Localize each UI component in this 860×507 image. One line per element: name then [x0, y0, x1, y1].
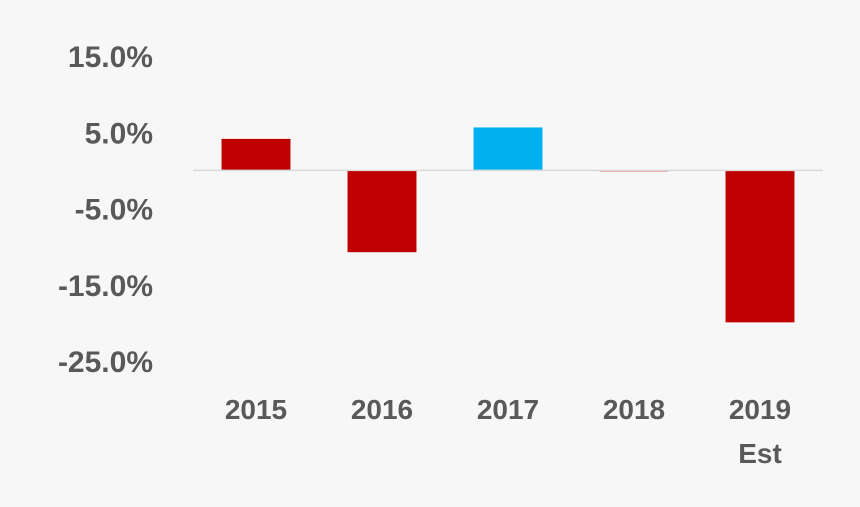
x-tick-label: 2015 — [225, 394, 287, 425]
y-tick-label: 5.0% — [85, 117, 153, 150]
x-axis: 2015 2016 2017 2018 2019 Est — [225, 394, 791, 469]
bar-2016 — [346, 169, 418, 254]
bar-2017 — [472, 126, 544, 171]
bar-2019-est — [724, 169, 796, 324]
y-tick-label: -25.0% — [58, 346, 153, 379]
x-tick-label: 2017 — [477, 394, 539, 425]
y-tick-label: -5.0% — [75, 194, 153, 227]
y-tick-label: -15.0% — [58, 270, 153, 303]
x-tick-label: 2016 — [351, 394, 413, 425]
y-tick-label: 15.0% — [68, 41, 153, 74]
x-tick-label: 2019 Est — [729, 394, 791, 469]
x-tick-label: 2018 — [603, 394, 665, 425]
y-axis: 15.0% 5.0% -5.0% -15.0% -25.0% — [58, 41, 153, 379]
bar-2015 — [220, 137, 292, 171]
bars — [220, 126, 796, 324]
